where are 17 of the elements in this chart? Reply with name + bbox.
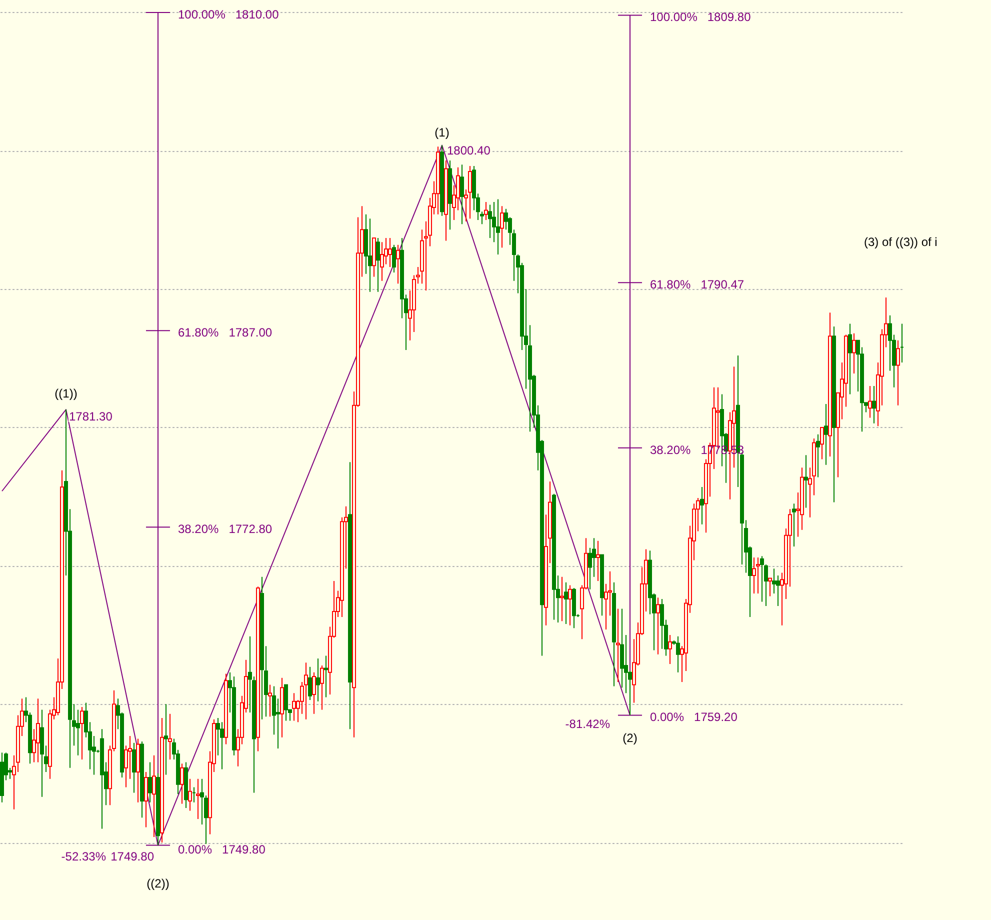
ref-line-label: 61.80% 1790.47 — [650, 278, 744, 292]
ref-line-label: 38.20% 1772.80 — [178, 522, 272, 536]
annotation: (3) of ((3)) of i — [864, 235, 938, 249]
ref-line-label: 0.00% 1749.80 — [178, 842, 266, 856]
annotation: -81.42% — [565, 717, 610, 732]
annotation: (1) — [434, 125, 450, 140]
annotation: 1800.40 — [447, 143, 491, 158]
ref-line-label: 100.00% 1810.00 — [178, 7, 280, 22]
annotation: ((2)) — [146, 876, 170, 890]
annotation: 1781.30 — [69, 410, 113, 424]
annotation: 1749.80 — [110, 849, 154, 864]
annotation: (2) — [622, 731, 638, 746]
ref-line-label: 61.80% 1787.00 — [178, 326, 272, 340]
annotation: ((1)) — [54, 386, 78, 401]
annotation: -52.33% — [61, 849, 106, 864]
ref-line-label: 0.00% 1759.20 — [650, 710, 738, 724]
ref-line-label: 100.00% 1809.80 — [650, 10, 752, 24]
